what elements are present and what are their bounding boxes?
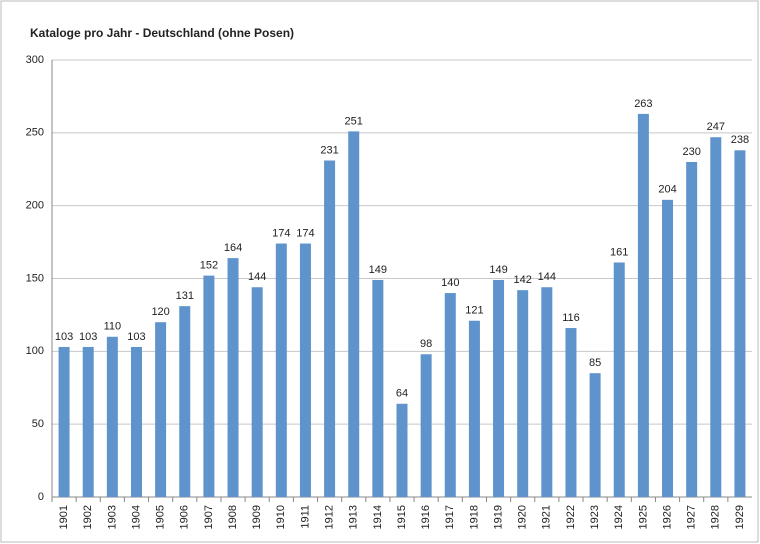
- chart-title: Kataloge pro Jahr - Deutschland (ohne Po…: [30, 26, 294, 40]
- data-label: 98: [420, 338, 432, 350]
- x-tick-label: 1921: [541, 505, 553, 529]
- x-tick-label: 1929: [734, 505, 746, 529]
- bar: [468, 320, 480, 497]
- x-tick-label: 1912: [323, 505, 335, 529]
- x-tick-label: 1909: [251, 505, 263, 529]
- data-label: 103: [127, 331, 145, 343]
- bar: [710, 137, 722, 497]
- data-label: 142: [514, 274, 532, 286]
- bar: [155, 322, 167, 497]
- x-tick-label: 1910: [275, 505, 287, 529]
- bar: [299, 243, 311, 497]
- data-label: 144: [248, 271, 266, 283]
- y-tick-label: 50: [32, 418, 44, 430]
- data-label: 103: [55, 331, 73, 343]
- x-tick-label: 1904: [130, 505, 142, 529]
- bar: [130, 346, 142, 497]
- data-label: 110: [104, 321, 122, 333]
- x-tick-label: 1923: [589, 505, 601, 529]
- x-tick-label: 1914: [372, 505, 384, 529]
- bar: [324, 160, 336, 497]
- x-tick-label: 1908: [227, 505, 239, 529]
- x-tick-label: 1927: [686, 505, 698, 529]
- data-label: 144: [538, 271, 556, 283]
- x-tick-label: 1907: [203, 505, 215, 529]
- bar: [541, 287, 553, 497]
- x-tick-label: 1919: [492, 505, 504, 529]
- data-label: 230: [682, 146, 700, 158]
- bar: [613, 262, 625, 497]
- y-tick-label: 300: [26, 54, 44, 66]
- x-tick-label: 1905: [155, 505, 167, 529]
- data-label: 64: [396, 388, 408, 400]
- y-tick-label: 200: [26, 200, 44, 212]
- x-tick-label: 1920: [517, 505, 529, 529]
- bar: [589, 373, 601, 497]
- data-label: 174: [296, 227, 314, 239]
- bar: [493, 279, 505, 497]
- x-tick-label: 1926: [661, 505, 673, 529]
- data-label: 164: [224, 242, 242, 254]
- bar: [227, 258, 239, 497]
- x-tick-label: 1928: [710, 505, 722, 529]
- data-label: 120: [151, 306, 169, 318]
- data-label: 263: [634, 98, 652, 110]
- data-label: 231: [320, 144, 338, 156]
- data-label: 131: [176, 290, 194, 302]
- data-label: 152: [200, 259, 218, 271]
- data-label: 251: [345, 115, 363, 127]
- data-label: 149: [369, 264, 387, 276]
- data-label: 247: [707, 121, 725, 133]
- x-tick-label: 1924: [613, 505, 625, 529]
- y-tick-label: 0: [38, 491, 44, 503]
- bar: [58, 346, 70, 497]
- data-label: 161: [610, 246, 628, 258]
- data-label: 174: [272, 227, 290, 239]
- bar: [637, 113, 649, 497]
- data-label: 140: [441, 277, 459, 289]
- bar: [565, 328, 577, 497]
- x-tick-label: 1906: [179, 505, 191, 529]
- x-tick-label: 1911: [299, 505, 311, 529]
- data-label: 149: [489, 264, 507, 276]
- x-tick-label: 1903: [106, 505, 118, 529]
- data-label: 116: [562, 312, 580, 324]
- x-tick-label: 1913: [348, 505, 360, 529]
- data-label: 103: [79, 331, 97, 343]
- data-label: 204: [658, 184, 676, 196]
- bar: [517, 290, 529, 497]
- y-tick-label: 150: [26, 272, 44, 284]
- x-tick-label: 1902: [82, 505, 94, 529]
- x-tick-label: 1916: [420, 505, 432, 529]
- x-tick-label: 1922: [565, 505, 577, 529]
- bar: [275, 243, 287, 497]
- bar: [348, 131, 360, 498]
- bar: [203, 275, 215, 497]
- bar: [396, 403, 408, 497]
- data-label: 121: [465, 305, 483, 317]
- data-label: 85: [589, 357, 601, 369]
- bar: [444, 293, 456, 497]
- bar: [179, 306, 191, 497]
- bar: [662, 199, 674, 497]
- x-tick-label: 1925: [637, 505, 649, 529]
- bar: [251, 287, 263, 497]
- data-label: 238: [731, 134, 749, 146]
- x-tick-label: 1915: [396, 505, 408, 529]
- y-tick-label: 100: [26, 345, 44, 357]
- bar: [686, 161, 698, 497]
- x-tick-label: 1918: [468, 505, 480, 529]
- bar: [734, 150, 746, 497]
- y-tick-label: 250: [26, 127, 44, 139]
- bar: [82, 346, 94, 497]
- bar: [420, 354, 432, 497]
- x-tick-label: 1917: [444, 505, 456, 529]
- bar: [106, 336, 118, 497]
- bar: [372, 279, 384, 497]
- x-tick-label: 1901: [58, 505, 70, 529]
